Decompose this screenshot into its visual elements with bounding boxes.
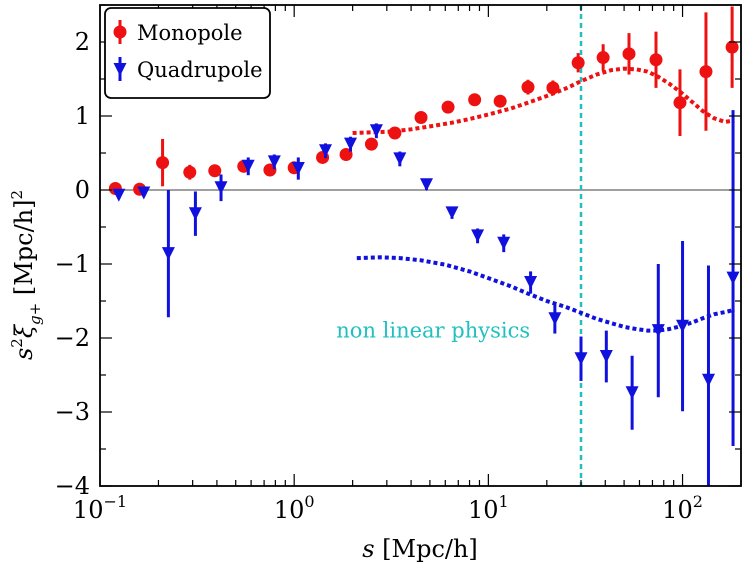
quadrupole-point [214,181,228,195]
quadrupole-point [651,324,665,338]
quadrupole-point [445,206,459,220]
monopole-point [673,96,687,110]
x-axis-label: s [Mpc/h] [362,535,478,563]
x-tick-label: 102 [662,492,703,524]
monopole-point [493,94,507,108]
quadrupole-point [676,319,689,333]
annotation-nonlinear: non linear physics [336,319,530,343]
y-tick-label: −3 [55,398,90,426]
legend-quadrupole-marker [113,63,127,76]
quadrupole-point [702,373,715,387]
quadrupole-point [241,159,255,173]
grid-layer [100,5,741,486]
monopole-point [622,47,636,61]
quadrupole-point [188,207,202,221]
quadrupole-point [420,178,433,192]
quadrupole-point [291,162,305,175]
legend-monopole-label: Monopole [137,21,243,45]
monopole-point [414,110,428,124]
quadrupole-point [471,229,485,243]
y-tick-label: −2 [55,324,90,352]
monopole-point [468,93,482,107]
legend-quadrupole-label: Quadrupole [137,58,263,82]
x-tick-label: 100 [274,492,315,524]
monopole-point [388,126,402,140]
monopole-point [546,81,560,95]
monopole-point [699,65,713,79]
quadrupole-point [599,350,613,363]
quadrupole-point [161,247,175,261]
quadrupole-point [267,155,281,169]
monopole-point [596,51,610,65]
quadrupole-point [548,312,562,326]
y-tick-label: 1 [75,102,90,130]
y-tick-label: 0 [75,176,90,204]
plot-frame [99,4,742,487]
y-axis-label-group: s2ξg+ [Mpc/h]2 [8,190,44,360]
quadrupole-point [625,386,639,400]
monopole-point [649,53,663,67]
quadrupole-point [112,188,126,202]
monopole-point [183,165,197,179]
quadrupole-point [319,144,332,158]
y-tick-label: 2 [75,28,90,56]
legend-entry-quadrupole: Quadrupole [113,57,263,82]
quadrupole-point [524,276,538,289]
monopole-point [364,137,378,151]
y-tick-label: −1 [55,250,90,278]
monopole-point [521,80,535,94]
quadrupole-point [369,124,383,138]
quadrupole-point [497,236,511,250]
y-tick-label: −4 [55,472,90,500]
monopole-point [571,56,585,70]
x-tick-label: 101 [468,492,509,524]
monopole-point [208,164,222,178]
y-axis-label: s2ξg+ [Mpc/h]2 [8,190,44,360]
legend-entry-monopole: Monopole [113,20,243,45]
quadrupole-point [393,152,407,166]
ticks-layer: 10−1 100 101 102 −4 −3 −2 −1 0 1 2 [55,4,742,524]
monopole-point [156,156,170,170]
legend: Monopole Quadrupole [104,7,271,99]
data-layer [108,6,740,486]
quadrupole-point [137,186,151,200]
legend-box [104,7,271,99]
quadrupole-point [574,352,588,366]
monopole-point [441,100,455,114]
x-tick-label: 10−1 [73,492,127,524]
legend-monopole-marker [113,25,127,39]
monopole-point [725,40,739,54]
quadrupole-point [726,271,740,285]
quadrupole-point [344,137,357,151]
